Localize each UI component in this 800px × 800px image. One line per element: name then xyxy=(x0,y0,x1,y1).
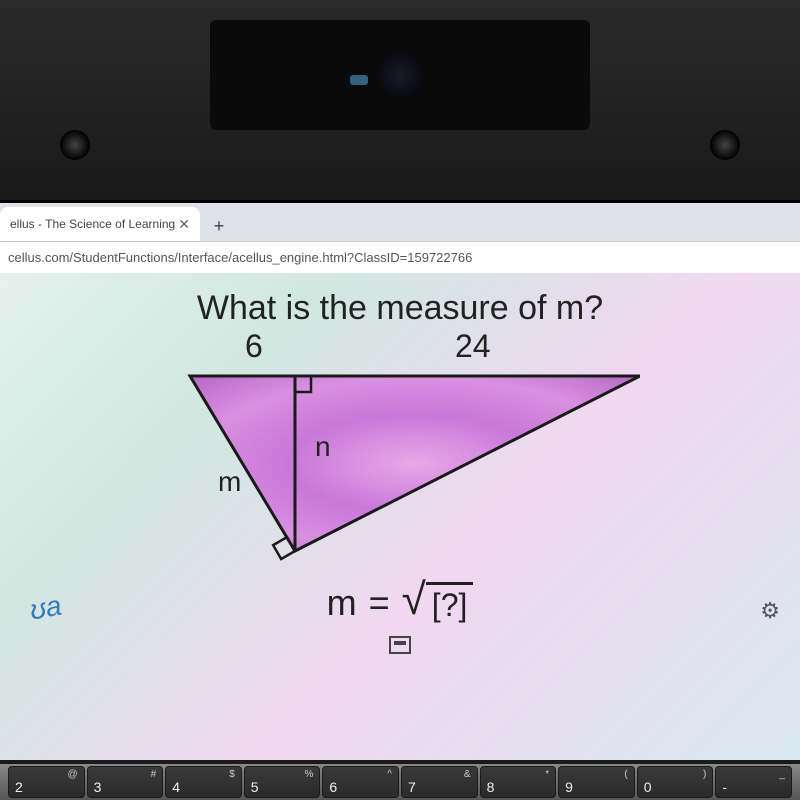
tab-title: ellus - The Science of Learning xyxy=(10,217,175,231)
answer-variable: m xyxy=(327,582,357,624)
key-3[interactable]: #3 xyxy=(87,766,164,798)
key-5[interactable]: %5 xyxy=(244,766,321,798)
question-text: What is the measure of m? xyxy=(60,289,740,328)
new-tab-button[interactable]: + xyxy=(204,211,234,241)
browser-chrome: ellus - The Science of Learning ✕ + cell… xyxy=(0,203,800,273)
key-6[interactable]: ^6 xyxy=(322,766,399,798)
segment-right-label: 24 xyxy=(455,328,491,365)
triangle-diagram: 6 24 n m xyxy=(160,336,640,566)
handwriting-icon[interactable]: ʊa xyxy=(27,590,63,627)
screen: ellus - The Science of Learning ✕ + cell… xyxy=(0,200,800,760)
laptop-bezel xyxy=(0,0,800,200)
triangle-svg xyxy=(160,336,640,566)
browser-tab[interactable]: ellus - The Science of Learning ✕ xyxy=(0,207,200,241)
altitude-label: n xyxy=(315,431,331,463)
tab-strip: ellus - The Science of Learning ✕ + xyxy=(0,203,800,241)
webcam-led-icon xyxy=(350,75,368,85)
left-leg-label: m xyxy=(218,466,241,498)
key-2[interactable]: @2 xyxy=(8,766,85,798)
sqrt-expression: √ [?] xyxy=(402,578,474,628)
lesson-content: What is the measure of m? 6 24 xyxy=(0,273,800,664)
key-7[interactable]: &7 xyxy=(401,766,478,798)
calculator-icon[interactable] xyxy=(389,636,411,654)
triangle-shape xyxy=(190,376,640,551)
key-minus[interactable]: _- xyxy=(715,766,792,798)
gear-icon[interactable]: ⚙ xyxy=(760,598,780,624)
key-4[interactable]: $4 xyxy=(165,766,242,798)
webcam-lens-icon xyxy=(375,50,425,100)
hinge-screw-left-icon xyxy=(60,130,90,160)
url-text: cellus.com/StudentFunctions/Interface/ac… xyxy=(8,250,472,265)
webcam-housing xyxy=(210,20,590,130)
key-8[interactable]: *8 xyxy=(480,766,557,798)
close-icon[interactable]: ✕ xyxy=(178,216,190,233)
key-0[interactable]: )0 xyxy=(637,766,714,798)
answer-input-placeholder[interactable]: [?] xyxy=(426,582,474,624)
radical-icon: √ xyxy=(402,575,426,625)
key-9[interactable]: (9 xyxy=(558,766,635,798)
equals-sign: = xyxy=(369,582,390,624)
keyboard-number-row: @2 #3 $4 %5 ^6 &7 *8 (9 )0 _- xyxy=(0,760,800,800)
hinge-screw-right-icon xyxy=(710,130,740,160)
answer-expression: m = √ [?] xyxy=(60,578,740,628)
segment-left-label: 6 xyxy=(245,328,263,365)
url-bar[interactable]: cellus.com/StudentFunctions/Interface/ac… xyxy=(0,241,800,273)
